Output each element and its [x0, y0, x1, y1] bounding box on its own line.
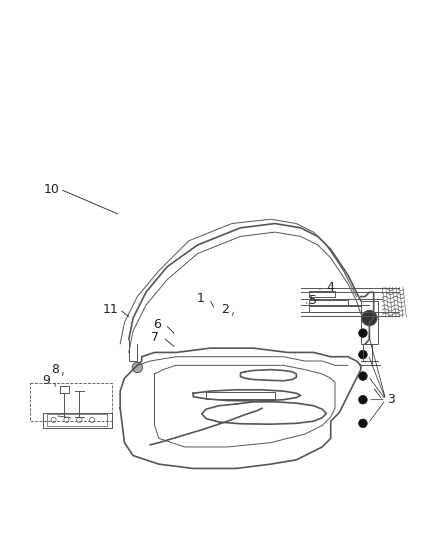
Text: 8: 8 — [51, 363, 59, 376]
Text: 3: 3 — [387, 393, 395, 406]
Text: 10: 10 — [43, 183, 60, 196]
Text: 9: 9 — [42, 374, 50, 387]
Text: 7: 7 — [151, 331, 159, 344]
Circle shape — [359, 419, 367, 427]
Text: 4: 4 — [327, 280, 335, 294]
Circle shape — [359, 350, 367, 359]
Circle shape — [359, 329, 367, 337]
Circle shape — [359, 372, 367, 381]
Circle shape — [132, 362, 142, 373]
Text: 5: 5 — [309, 294, 317, 308]
Circle shape — [362, 310, 377, 326]
Text: 2: 2 — [222, 303, 230, 316]
Text: 11: 11 — [103, 303, 119, 316]
Circle shape — [359, 395, 367, 404]
Text: 6: 6 — [153, 318, 161, 331]
Text: 1: 1 — [197, 292, 205, 305]
